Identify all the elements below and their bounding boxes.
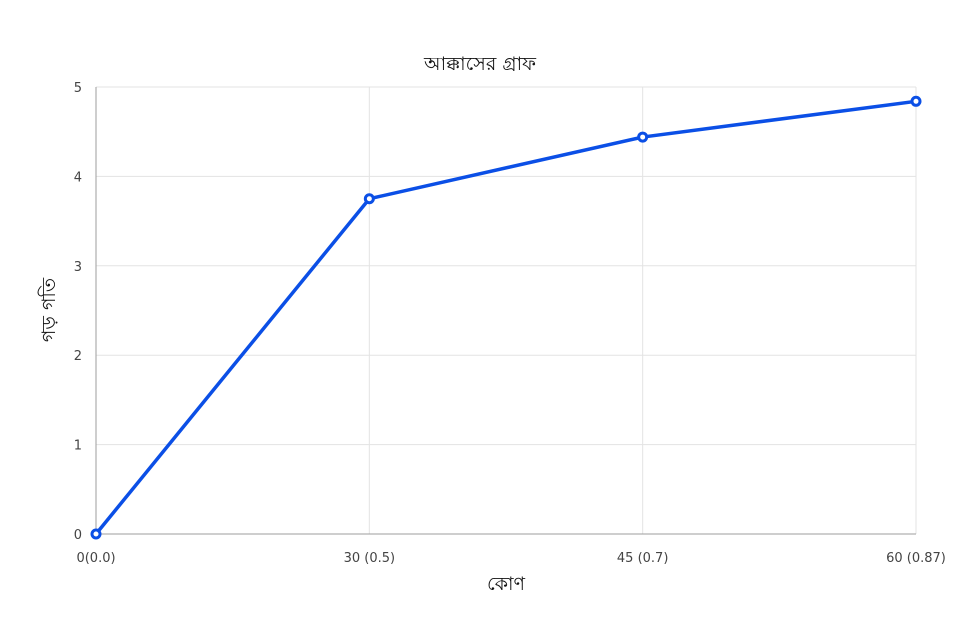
series-layer <box>90 95 922 540</box>
data-point[interactable] <box>363 193 375 205</box>
y-axis-title: গড় গতি <box>38 277 60 342</box>
data-point[interactable] <box>910 95 922 107</box>
grid <box>96 86 917 534</box>
axes <box>95 87 916 535</box>
y-tick-label: 1 <box>74 439 82 454</box>
y-tick-label: 5 <box>74 81 82 96</box>
y-tick-label: 0 <box>74 528 82 543</box>
y-tick-label: 2 <box>74 349 82 364</box>
y-tick-label: 3 <box>74 260 82 275</box>
x-tick-label: 0(0.0) <box>76 551 115 566</box>
data-point[interactable] <box>637 131 649 143</box>
x-axis-title: কোণ <box>487 573 526 595</box>
series-line <box>94 99 918 536</box>
chart-title: আক্কাসের গ্রাফ <box>423 53 537 75</box>
x-tick-label: 45 (0.7) <box>617 551 669 566</box>
tick-labels: 0 1 2 3 4 5 0(0.0) 30 (0.5) 45 (0.7) 60 (0.87) <box>74 81 946 566</box>
x-tick-label: 60 (0.87) <box>886 551 946 566</box>
x-tick-label: 30 (0.5) <box>344 551 396 566</box>
data-point[interactable] <box>90 528 102 540</box>
y-tick-label: 4 <box>74 170 82 185</box>
